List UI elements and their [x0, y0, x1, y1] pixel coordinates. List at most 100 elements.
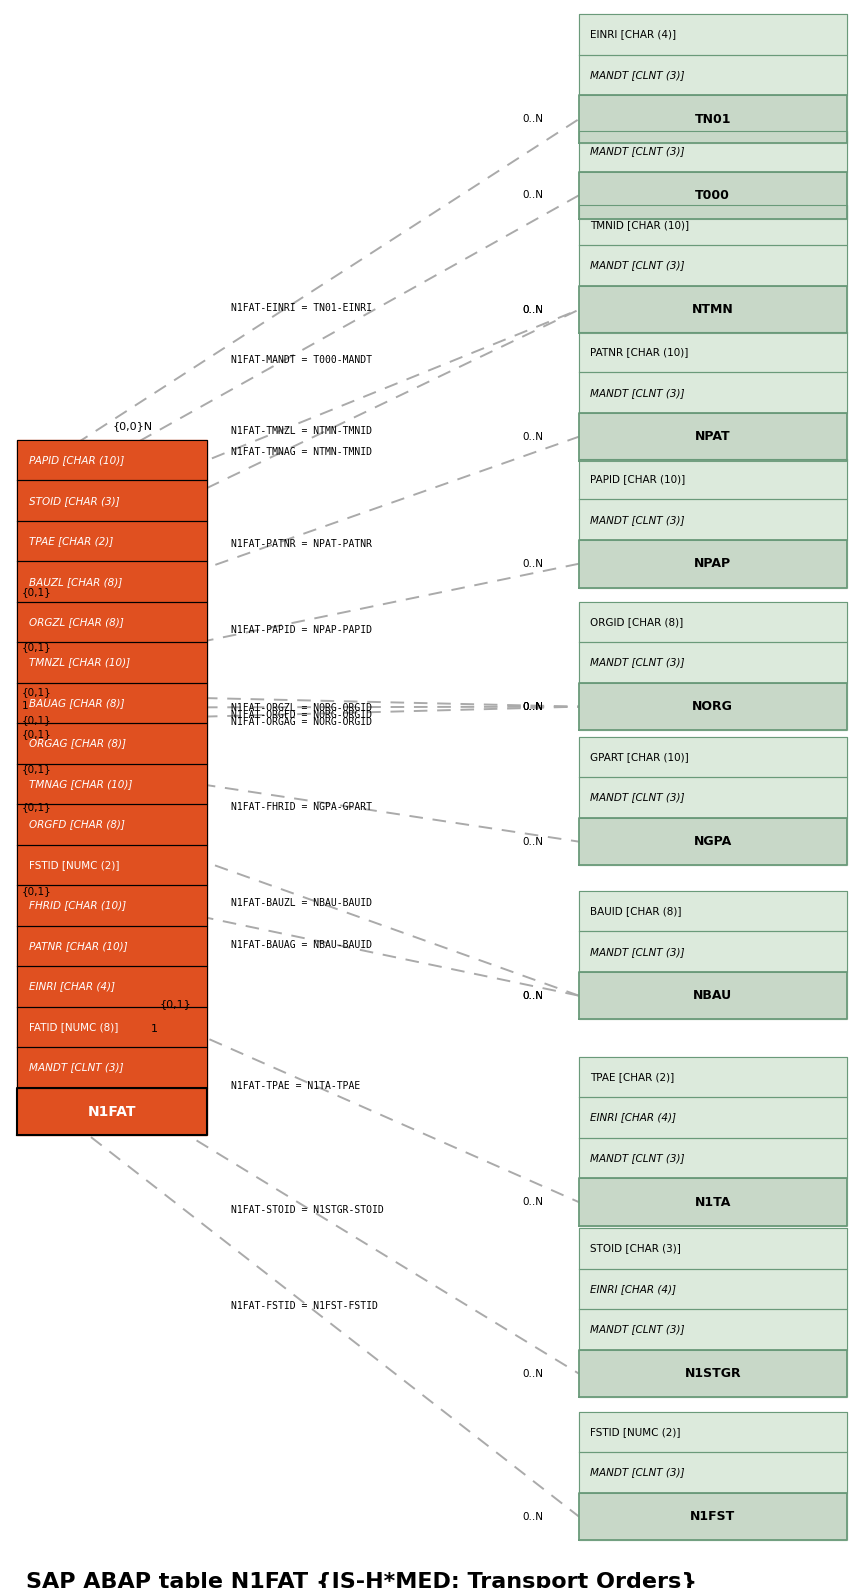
Polygon shape [17, 926, 207, 966]
Text: 0..N: 0..N [523, 432, 543, 441]
Text: PAPID [CHAR (10)]: PAPID [CHAR (10)] [29, 456, 124, 465]
Text: MANDT [CLNT (3)]: MANDT [CLNT (3)] [590, 70, 684, 79]
Text: ORGID [CHAR (8)]: ORGID [CHAR (8)] [590, 618, 683, 627]
Text: MANDT [CLNT (3)]: MANDT [CLNT (3)] [590, 1467, 684, 1477]
Text: {0,1}: {0,1} [22, 715, 51, 726]
Text: MANDT [CLNT (3)]: MANDT [CLNT (3)] [590, 946, 684, 956]
Polygon shape [579, 818, 847, 865]
Text: {0,1}: {0,1} [22, 642, 51, 653]
Text: N1FAT-PAPID = NPAP-PAPID: N1FAT-PAPID = NPAP-PAPID [231, 624, 372, 635]
Polygon shape [579, 1269, 847, 1309]
Text: NBAU: NBAU [693, 989, 733, 1002]
Text: N1FAT-BAUZL = NBAU-BAUID: N1FAT-BAUZL = NBAU-BAUID [231, 899, 372, 908]
Text: 0..N: 0..N [523, 114, 543, 124]
Text: N1STGR: N1STGR [684, 1367, 741, 1380]
Text: {0,1}: {0,1} [22, 688, 51, 697]
Text: N1FAT-STOID = N1STGR-STOID: N1FAT-STOID = N1STGR-STOID [231, 1205, 384, 1215]
Polygon shape [579, 1350, 847, 1397]
Text: FHRID [CHAR (10)]: FHRID [CHAR (10)] [29, 900, 125, 910]
Polygon shape [579, 931, 847, 972]
Text: N1FAT-MANDT = T000-MANDT: N1FAT-MANDT = T000-MANDT [231, 356, 372, 365]
Text: BAUID [CHAR (8)]: BAUID [CHAR (8)] [590, 907, 682, 916]
Polygon shape [17, 562, 207, 602]
Polygon shape [579, 602, 847, 642]
Polygon shape [579, 286, 847, 333]
Polygon shape [579, 778, 847, 818]
Text: TPAE [CHAR (2)]: TPAE [CHAR (2)] [590, 1072, 675, 1081]
Text: TMNZL [CHAR (10)]: TMNZL [CHAR (10)] [29, 657, 130, 667]
Polygon shape [17, 804, 207, 845]
Text: 0..N: 0..N [523, 991, 543, 1000]
Text: MANDT [CLNT (3)]: MANDT [CLNT (3)] [590, 1153, 684, 1162]
Text: {0,1}: {0,1} [22, 729, 51, 740]
Polygon shape [579, 972, 847, 1019]
Text: MANDT [CLNT (3)]: MANDT [CLNT (3)] [590, 792, 684, 802]
Text: 0..N: 0..N [523, 305, 543, 314]
Text: N1FAT-TPAE = N1TA-TPAE: N1FAT-TPAE = N1TA-TPAE [231, 1081, 360, 1091]
Text: N1FAT-TMNAG = NTMN-TMNID: N1FAT-TMNAG = NTMN-TMNID [231, 448, 372, 457]
Text: NGPA: NGPA [694, 835, 732, 848]
Text: FSTID [NUMC (2)]: FSTID [NUMC (2)] [590, 1428, 681, 1437]
Text: SAP ABAP table N1FAT {IS-H*MED: Transport Orders}: SAP ABAP table N1FAT {IS-H*MED: Transpor… [26, 1572, 697, 1588]
Text: NORG: NORG [692, 700, 734, 713]
Polygon shape [579, 540, 847, 588]
Text: NPAT: NPAT [695, 430, 731, 443]
Polygon shape [579, 891, 847, 931]
Text: N1FAT-ORGZL = NORG-ORGID: N1FAT-ORGZL = NORG-ORGID [231, 703, 372, 713]
Text: {0,1}: {0,1} [22, 764, 51, 773]
Text: N1FAT-PATNR = NPAT-PATNR: N1FAT-PATNR = NPAT-PATNR [231, 538, 372, 548]
Polygon shape [579, 1493, 847, 1540]
Text: 1: 1 [151, 1024, 158, 1034]
Polygon shape [579, 245, 847, 286]
Text: N1FST: N1FST [690, 1510, 735, 1523]
Text: STOID [CHAR (3)]: STOID [CHAR (3)] [29, 495, 119, 505]
Polygon shape [579, 642, 847, 683]
Polygon shape [579, 499, 847, 540]
Polygon shape [579, 1412, 847, 1451]
Text: FSTID [NUMC (2)]: FSTID [NUMC (2)] [29, 861, 119, 870]
Text: PAPID [CHAR (10)]: PAPID [CHAR (10)] [590, 475, 685, 484]
Text: ORGZL [CHAR (8)]: ORGZL [CHAR (8)] [29, 618, 124, 627]
Text: MANDT [CLNT (3)]: MANDT [CLNT (3)] [590, 260, 684, 270]
Text: N1FAT-ORGAG = NORG-ORGID: N1FAT-ORGAG = NORG-ORGID [231, 718, 372, 727]
Text: MANDT [CLNT (3)]: MANDT [CLNT (3)] [29, 1062, 123, 1072]
Polygon shape [579, 413, 847, 461]
Text: 0..N: 0..N [523, 702, 543, 711]
Text: 0..N: 0..N [523, 1197, 543, 1207]
Text: EINRI [CHAR (4)]: EINRI [CHAR (4)] [29, 981, 115, 991]
Text: EINRI [CHAR (4)]: EINRI [CHAR (4)] [590, 30, 677, 40]
Polygon shape [17, 886, 207, 926]
Polygon shape [17, 764, 207, 805]
Polygon shape [579, 683, 847, 730]
Polygon shape [579, 95, 847, 143]
Polygon shape [17, 1088, 207, 1135]
Polygon shape [17, 521, 207, 562]
Text: TMNID [CHAR (10)]: TMNID [CHAR (10)] [590, 221, 689, 230]
Text: 0..N: 0..N [523, 702, 543, 711]
Text: MANDT [CLNT (3)]: MANDT [CLNT (3)] [590, 657, 684, 667]
Polygon shape [17, 481, 207, 521]
Polygon shape [17, 845, 207, 886]
Polygon shape [579, 56, 847, 95]
Polygon shape [579, 1137, 847, 1178]
Text: MANDT [CLNT (3)]: MANDT [CLNT (3)] [590, 146, 684, 156]
Polygon shape [17, 602, 207, 643]
Polygon shape [579, 1309, 847, 1350]
Polygon shape [579, 14, 847, 56]
Polygon shape [579, 1229, 847, 1269]
Text: STOID [CHAR (3)]: STOID [CHAR (3)] [590, 1243, 681, 1253]
Text: 0..N: 0..N [523, 1369, 543, 1378]
Text: EINRI [CHAR (4)]: EINRI [CHAR (4)] [590, 1285, 677, 1294]
Text: MANDT [CLNT (3)]: MANDT [CLNT (3)] [590, 387, 684, 397]
Text: ORGAG [CHAR (8)]: ORGAG [CHAR (8)] [29, 738, 125, 748]
Text: 0..N: 0..N [523, 837, 543, 846]
Text: PATNR [CHAR (10)]: PATNR [CHAR (10)] [29, 942, 127, 951]
Text: PATNR [CHAR (10)]: PATNR [CHAR (10)] [590, 348, 689, 357]
Text: 0..N: 0..N [523, 702, 543, 711]
Text: 0..N: 0..N [523, 191, 543, 200]
Text: 1: 1 [22, 702, 29, 711]
Text: T000: T000 [696, 189, 730, 202]
Text: N1TA: N1TA [695, 1196, 731, 1208]
Polygon shape [579, 172, 847, 219]
Polygon shape [17, 643, 207, 683]
